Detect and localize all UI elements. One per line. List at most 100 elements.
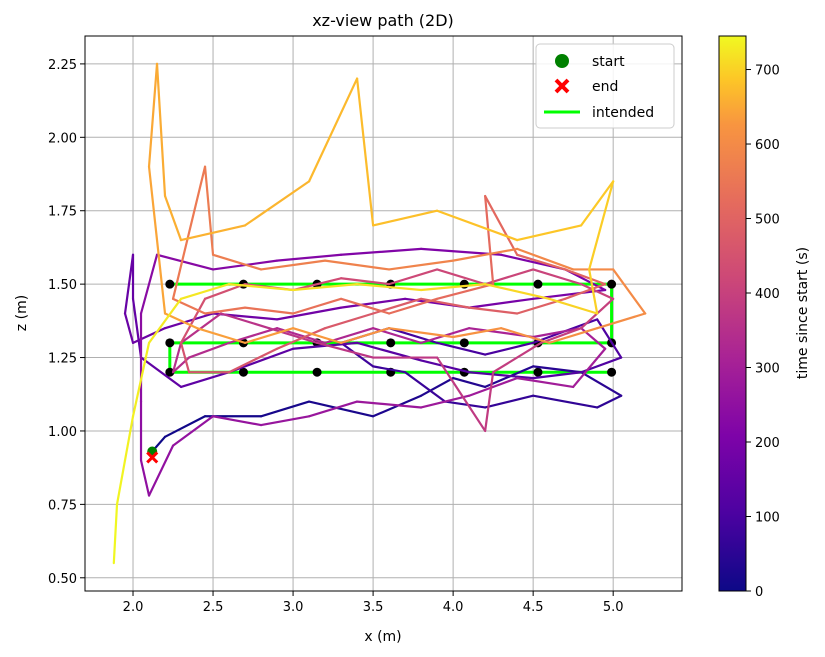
trajectory-segment	[436, 341, 487, 356]
trajectory-segment	[163, 415, 207, 438]
trajectory-segment	[339, 297, 407, 309]
trajectory-segment	[596, 394, 623, 409]
trajectory-segment	[259, 415, 311, 427]
trajectory-segment	[307, 400, 359, 418]
colorbar-gradient	[718, 35, 747, 592]
trajectory-segment	[596, 312, 647, 330]
trajectory-segment	[484, 194, 519, 256]
y-tick-label: 0.75	[48, 498, 77, 513]
trajectory-segment	[468, 297, 535, 309]
waypoint	[459, 338, 469, 348]
trajectory-segment	[484, 394, 535, 409]
trajectory-segment	[179, 297, 207, 344]
trajectory-segment	[339, 277, 391, 286]
trajectory-segment	[516, 247, 575, 271]
start-end-markers	[146, 446, 159, 464]
trajectory-segment	[275, 306, 343, 321]
trajectory-segment	[179, 224, 247, 242]
trajectory-segment	[139, 253, 159, 315]
trajectory-segment	[147, 62, 159, 168]
trajectory-segment	[564, 268, 607, 286]
trajectory-segment	[227, 283, 295, 292]
colorbar-tick-label: 700	[755, 64, 780, 79]
x-axis-label: x (m)	[364, 629, 401, 645]
trajectory-segment	[123, 415, 135, 462]
waypoint	[386, 338, 396, 348]
trajectory-segment	[323, 259, 391, 271]
trajectory-segment	[171, 165, 207, 300]
trajectory-segment	[564, 283, 607, 300]
trajectory-segment	[131, 327, 167, 344]
trajectory-segment	[339, 297, 391, 315]
y-tick-label: 2.00	[48, 131, 77, 146]
trajectory-segment	[580, 283, 615, 300]
trajectory-segment	[580, 371, 623, 397]
trajectory-segment	[259, 400, 311, 418]
x-tick-label: 4.0	[443, 600, 464, 615]
x-tick-label: 3.5	[363, 600, 384, 615]
trajectory-segment	[123, 253, 135, 315]
legend-intended-label: intended	[592, 105, 654, 121]
trajectory-segment	[315, 341, 375, 359]
end-marker	[146, 451, 159, 464]
trajectory-segment	[420, 283, 487, 292]
trajectory-segment	[404, 371, 447, 403]
trajectory-segment	[548, 297, 599, 315]
trajectory-segment	[171, 415, 215, 447]
trajectory-segment	[323, 312, 375, 330]
trajectory-segment	[307, 77, 359, 183]
waypoint	[607, 367, 617, 377]
trajectory-segment	[420, 377, 455, 397]
trajectory-segment	[444, 400, 487, 409]
trajectory-segment	[243, 327, 295, 344]
trajectory-segment	[139, 459, 151, 497]
trajectory-segment	[243, 306, 295, 315]
trajectory-segment	[355, 400, 423, 409]
trajectory-segment	[580, 180, 615, 227]
trajectory-segment	[500, 327, 551, 344]
trajectory-segment	[339, 247, 423, 256]
trajectory-segment	[179, 312, 223, 344]
trajectory-segment	[163, 312, 199, 330]
waypoint	[238, 367, 248, 377]
waypoint	[533, 367, 543, 377]
trajectory-segment	[388, 268, 439, 286]
waypoint	[312, 367, 322, 377]
waypoint	[165, 338, 175, 348]
trajectory-segment	[548, 327, 599, 344]
trajectory	[112, 62, 647, 565]
trajectory-segment	[307, 400, 375, 418]
y-axis-label: z (m)	[14, 295, 30, 331]
colorbar-tick-label: 500	[755, 213, 780, 228]
trajectory-segment	[572, 347, 607, 389]
colorbar-tick-label: 0	[755, 585, 763, 600]
chart-title: xz-view path (2D)	[312, 11, 454, 30]
trajectory-segment	[115, 459, 127, 506]
colorbar-tick-label: 400	[755, 287, 780, 302]
trajectory-segment	[147, 444, 175, 497]
trajectory-segment	[484, 341, 535, 356]
trajectory-segment	[452, 247, 519, 262]
trajectory-segment	[484, 371, 495, 433]
trajectory-segment	[355, 77, 375, 227]
trajectory-segment	[612, 268, 647, 315]
y-tick-label: 1.75	[48, 205, 77, 220]
trajectory-segment	[131, 297, 143, 359]
trajectory-segment	[388, 297, 439, 315]
trajectory-segment	[371, 209, 439, 227]
trajectory-segment	[540, 327, 583, 344]
trajectory-segment	[139, 356, 183, 389]
y-tick-label: 1.50	[48, 278, 77, 293]
legend-box	[535, 43, 675, 129]
trajectory-segment	[339, 341, 375, 368]
trajectory-segment	[291, 283, 359, 292]
colorbar: 0 100 200 300 400 500 600 700 time since start …	[718, 35, 811, 600]
colorbar-ticks: 0 100 200 300 400 500 600 700	[746, 64, 780, 600]
trajectory-segment	[388, 259, 455, 271]
trajectory-segment	[436, 283, 495, 300]
trajectory-segment	[339, 327, 391, 344]
trajectory-segment	[452, 327, 503, 339]
trajectory-segment	[179, 341, 191, 374]
trajectory-segment	[468, 377, 519, 397]
trajectory-segment	[179, 283, 231, 300]
